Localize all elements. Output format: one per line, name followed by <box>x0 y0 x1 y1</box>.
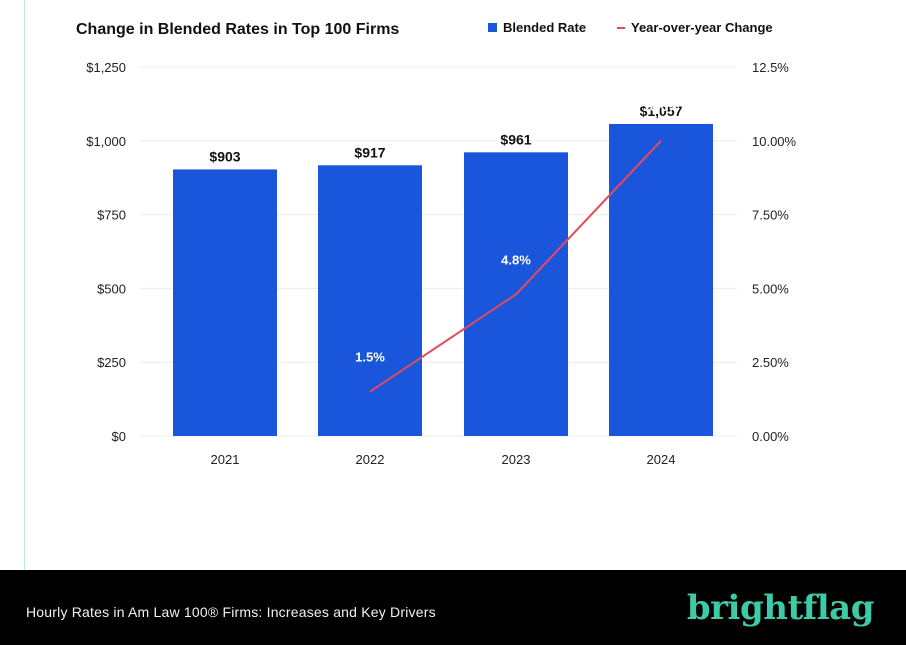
bar-label-2021: $903 <box>209 148 240 164</box>
left-border <box>24 0 25 570</box>
bar-value-labels: $903 $917 $961 $1,057 <box>209 103 682 164</box>
line-label-2023: 4.8% <box>501 252 531 267</box>
chart-title: Change in Blended Rates in Top 100 Firms <box>76 21 399 38</box>
chart-legend: Blended Rate Year-over-year Change <box>488 20 773 35</box>
right-tick-label: 10.00% <box>752 134 797 149</box>
line-series <box>369 140 662 393</box>
bar-series <box>173 123 713 437</box>
legend-label-yoy-change: Year-over-year Change <box>631 20 773 35</box>
blended-rates-chart: Change in Blended Rates in Top 100 Firms… <box>76 20 797 467</box>
brand-logo: brightflag <box>686 588 875 628</box>
bar-label-2023: $961 <box>500 131 531 147</box>
x-tick-label: 2021 <box>211 452 240 467</box>
line-value-labels: 1.5% 4.8% 10.0% <box>355 99 680 365</box>
x-axis: 2021 2022 2023 2024 <box>211 452 676 467</box>
x-tick-label: 2024 <box>647 452 676 467</box>
left-tick-label: $1,250 <box>86 60 126 75</box>
left-tick-label: $1,000 <box>86 134 126 149</box>
left-tick-label: $500 <box>97 281 126 296</box>
left-tick-label: $750 <box>97 208 126 223</box>
x-tick-label: 2023 <box>502 452 531 467</box>
footer-caption: Hourly Rates in Am Law 100® Firms: Incre… <box>26 604 436 620</box>
right-tick-label: 2.50% <box>752 355 789 370</box>
bar-label-2024: $1,057 <box>640 103 683 119</box>
right-y-axis: 0.00% 2.50% 5.00% 7.50% 10.00% 12.5% <box>752 60 797 444</box>
right-tick-label: 12.5% <box>752 60 789 75</box>
line-label-2022: 1.5% <box>355 350 385 365</box>
right-tick-label: 7.50% <box>752 208 789 223</box>
legend-label-blended-rate: Blended Rate <box>503 20 586 35</box>
legend-swatch-blended-rate <box>488 23 497 32</box>
right-tick-label: 5.00% <box>752 281 789 296</box>
line-label-2024: 10.0% <box>643 99 680 114</box>
right-tick-label: 0.00% <box>752 429 789 444</box>
bar-2021 <box>173 169 277 437</box>
bar-label-2022: $917 <box>354 144 385 160</box>
footer-bar: Hourly Rates in Am Law 100® Firms: Incre… <box>0 570 906 645</box>
left-tick-label: $250 <box>97 355 126 370</box>
yoy-change-line <box>369 140 662 393</box>
left-tick-label: $0 <box>112 429 126 444</box>
bar-2022 <box>318 165 422 436</box>
x-tick-label: 2022 <box>356 452 385 467</box>
bar-2024 <box>609 123 713 436</box>
left-y-axis: $0 $250 $500 $750 $1,000 $1,250 <box>86 60 126 444</box>
